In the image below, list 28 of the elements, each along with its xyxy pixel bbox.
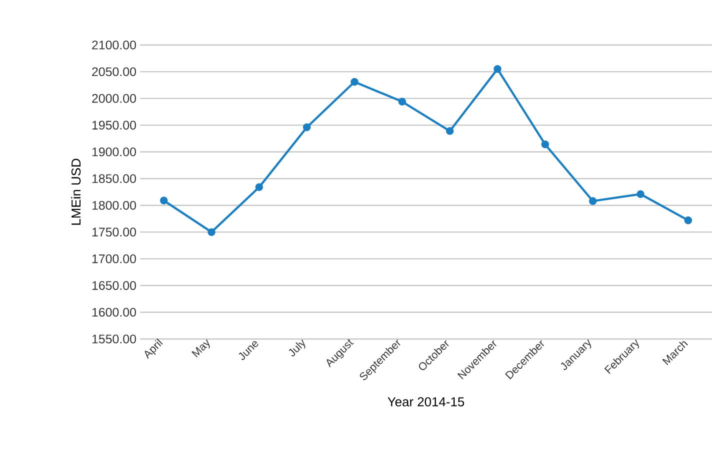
x-tick-label: July xyxy=(288,339,306,356)
x-tick-label: May xyxy=(192,339,210,358)
point xyxy=(350,78,358,86)
y-tick-label: 1600.00 xyxy=(92,308,136,317)
point xyxy=(255,183,264,192)
y-tick-label: 1700.00 xyxy=(92,254,136,264)
point xyxy=(494,65,502,73)
y-tick-label: 2050.00 xyxy=(92,67,136,76)
x-axis-title: Year 2014-15 xyxy=(388,397,464,406)
point xyxy=(208,228,216,236)
point xyxy=(398,98,406,106)
y-tick-label: 1650.00 xyxy=(92,281,136,290)
point xyxy=(636,190,644,198)
y-tick-label: 1550.00 xyxy=(92,334,136,344)
y-tick-label: 1850.00 xyxy=(92,174,136,184)
y-tick-label: 1900.00 xyxy=(92,147,136,156)
point xyxy=(684,216,692,224)
y-axis-title: LMEin USD xyxy=(71,158,81,225)
point xyxy=(588,197,597,205)
y-tick-label: 2000.00 xyxy=(92,94,136,103)
y-tick-label: 2100.00 xyxy=(92,40,136,50)
y-tick-label: 1800.00 xyxy=(92,200,136,210)
point xyxy=(160,196,168,204)
y-tick-label: 1750.00 xyxy=(92,228,136,236)
point xyxy=(541,140,550,148)
y-tick-label: 1950.00 xyxy=(92,120,136,130)
point xyxy=(302,123,311,132)
point xyxy=(446,127,454,135)
